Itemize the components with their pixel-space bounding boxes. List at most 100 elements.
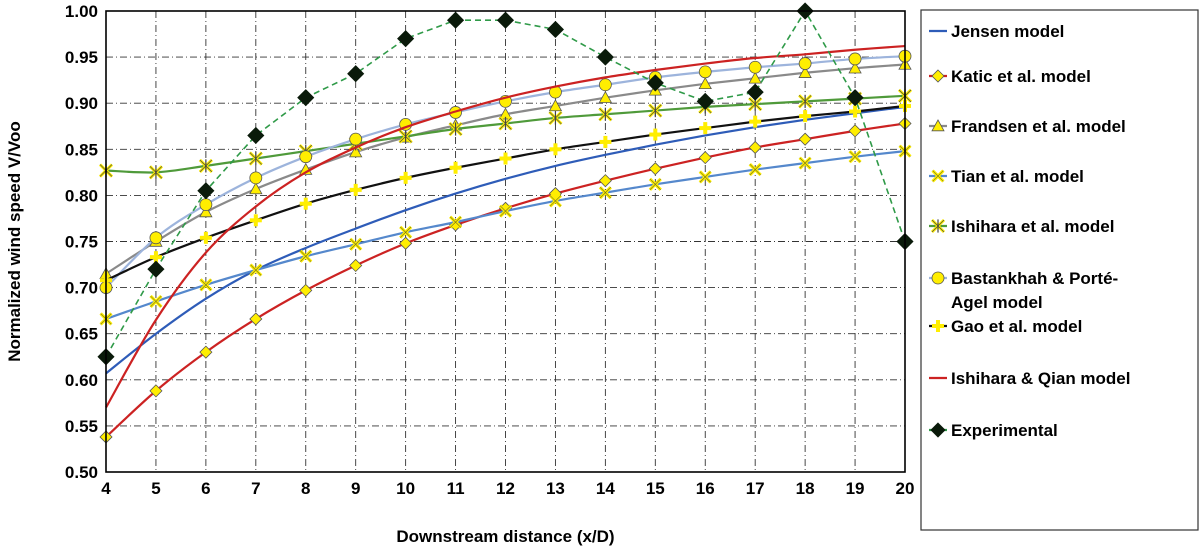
legend-swatch-marker bbox=[931, 119, 945, 132]
x-tick-label: 15 bbox=[646, 479, 665, 498]
data-point bbox=[398, 129, 413, 144]
x-tick-label: 13 bbox=[546, 479, 565, 498]
data-point bbox=[598, 78, 612, 92]
data-point bbox=[499, 152, 512, 165]
data-point bbox=[247, 126, 265, 145]
data-point bbox=[748, 163, 762, 177]
data-point bbox=[749, 115, 762, 128]
y-tick-label: 0.80 bbox=[65, 186, 98, 205]
data-point bbox=[449, 161, 462, 174]
data-point bbox=[248, 151, 263, 166]
data-point bbox=[599, 135, 612, 148]
data-point bbox=[449, 215, 463, 229]
data-point bbox=[848, 52, 862, 66]
legend-label: Jensen model bbox=[951, 22, 1064, 41]
legend-item: Frandsen et al. model bbox=[929, 117, 1126, 136]
plot-border bbox=[105, 10, 906, 473]
data-point bbox=[199, 231, 212, 244]
data-point bbox=[199, 198, 213, 212]
x-tick-label: 20 bbox=[896, 479, 915, 498]
data-point bbox=[446, 11, 465, 29]
y-tick-label: 0.90 bbox=[65, 94, 98, 113]
data-point bbox=[498, 116, 513, 131]
data-point bbox=[548, 194, 562, 208]
data-point bbox=[148, 165, 163, 180]
x-tick-label: 16 bbox=[696, 479, 715, 498]
data-point bbox=[349, 145, 363, 158]
data-point bbox=[848, 61, 862, 74]
legend-label: Ishihara et al. model bbox=[951, 217, 1114, 236]
series-katic-et-al-model bbox=[99, 116, 912, 444]
data-point bbox=[399, 225, 413, 239]
series-experimental bbox=[97, 2, 914, 366]
data-point bbox=[799, 110, 812, 123]
data-point bbox=[698, 170, 712, 184]
data-point bbox=[299, 249, 313, 263]
x-tick-label: 14 bbox=[596, 479, 615, 498]
legend-swatch-marker bbox=[931, 69, 945, 83]
legend-swatch-marker bbox=[930, 422, 946, 438]
legend-box bbox=[920, 9, 1199, 531]
data-point bbox=[698, 77, 712, 90]
data-point bbox=[199, 205, 213, 218]
legend-swatch-marker bbox=[930, 218, 946, 234]
legend: Jensen model Katic et al. model Frandsen e… bbox=[920, 9, 1199, 531]
data-point bbox=[798, 94, 813, 109]
series-frandsen-et-al-model bbox=[99, 57, 912, 279]
data-point bbox=[598, 174, 612, 188]
legend-label: Gao et al. model bbox=[951, 317, 1082, 336]
y-tick-label: 0.75 bbox=[65, 233, 98, 252]
data-point bbox=[496, 11, 515, 29]
y-tick-label: 0.50 bbox=[65, 463, 98, 482]
data-point bbox=[197, 182, 215, 200]
data-point bbox=[349, 183, 362, 196]
data-point bbox=[746, 83, 764, 101]
y-tick-label: 0.60 bbox=[65, 371, 98, 390]
data-point bbox=[349, 237, 363, 251]
legend-item: Jensen model bbox=[929, 22, 1064, 41]
y-tick-label: 0.65 bbox=[65, 325, 98, 344]
data-point bbox=[147, 260, 165, 278]
legend-item: Ishihara et al. model bbox=[929, 217, 1114, 236]
data-point bbox=[546, 20, 565, 39]
data-point bbox=[397, 30, 415, 48]
data-point bbox=[798, 57, 812, 70]
data-point bbox=[748, 140, 762, 155]
data-point bbox=[299, 150, 313, 164]
data-point bbox=[798, 65, 812, 78]
series-line bbox=[105, 44, 906, 409]
x-tick-label: 10 bbox=[396, 479, 415, 498]
x-tick-label: 7 bbox=[251, 479, 260, 498]
data-point bbox=[649, 128, 662, 141]
legend-label: Experimental bbox=[951, 421, 1058, 440]
legend-item: Tian et al. model bbox=[929, 167, 1084, 186]
series-line bbox=[105, 105, 906, 375]
data-point bbox=[249, 263, 263, 277]
series-jensen-model bbox=[105, 105, 906, 375]
data-point bbox=[249, 171, 263, 185]
data-point bbox=[548, 110, 563, 126]
data-point bbox=[249, 182, 263, 195]
data-point bbox=[297, 89, 315, 107]
legend-item: Bastankhah & Porté- Agel model bbox=[929, 269, 1118, 312]
y-axis-title: Normalized wind speed V/Voo bbox=[5, 121, 24, 362]
data-point bbox=[249, 312, 263, 326]
data-point bbox=[699, 122, 712, 135]
legend-item: Katic et al. model bbox=[929, 67, 1091, 86]
series-bastankhah-port-agel-model bbox=[99, 49, 912, 295]
series-gao-et-al-model bbox=[100, 99, 911, 287]
legend-label-line2: Agel model bbox=[951, 293, 1043, 312]
data-point bbox=[399, 171, 412, 184]
y-tick-label: 0.70 bbox=[65, 279, 98, 298]
data-point bbox=[648, 103, 663, 118]
legend-label: Tian et al. model bbox=[951, 167, 1084, 186]
data-point bbox=[596, 48, 614, 66]
data-point bbox=[646, 74, 664, 92]
data-point bbox=[849, 105, 862, 118]
data-point bbox=[347, 65, 365, 83]
legend-item: Experimental bbox=[929, 421, 1058, 440]
series-ishihara-qian-model bbox=[105, 44, 906, 409]
legend-swatch-marker bbox=[931, 169, 945, 183]
data-point bbox=[598, 107, 613, 122]
